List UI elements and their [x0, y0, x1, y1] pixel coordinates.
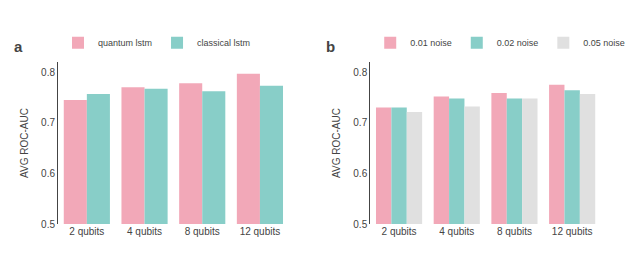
- svg-text:classical lstm: classical lstm: [197, 38, 250, 48]
- svg-text:4 qubits: 4 qubits: [439, 226, 474, 237]
- svg-text:12 qubits: 12 qubits: [240, 226, 281, 237]
- svg-text:0.8: 0.8: [353, 67, 367, 78]
- svg-text:0.6: 0.6: [353, 168, 367, 179]
- svg-text:4 qubits: 4 qubits: [127, 226, 162, 237]
- svg-text:quantum lstm: quantum lstm: [98, 38, 152, 48]
- svg-text:0.7: 0.7: [41, 117, 55, 128]
- svg-text:0.5: 0.5: [41, 219, 55, 230]
- svg-text:2 qubits: 2 qubits: [69, 226, 104, 237]
- svg-text:0.01 noise: 0.01 noise: [410, 38, 452, 48]
- svg-text:2 qubits: 2 qubits: [382, 226, 417, 237]
- svg-text:0.7: 0.7: [353, 117, 367, 128]
- svg-text:b: b: [326, 38, 335, 55]
- svg-text:0.05 noise: 0.05 noise: [583, 38, 625, 48]
- svg-text:0.8: 0.8: [41, 67, 55, 78]
- svg-text:0.6: 0.6: [41, 168, 55, 179]
- svg-text:AVG ROC-AUC: AVG ROC-AUC: [331, 108, 342, 178]
- svg-text:0.5: 0.5: [353, 219, 367, 230]
- svg-text:8 qubits: 8 qubits: [497, 226, 532, 237]
- svg-text:12 qubits: 12 qubits: [552, 226, 593, 237]
- svg-text:AVG ROC-AUC: AVG ROC-AUC: [19, 108, 30, 178]
- svg-text:8 qubits: 8 qubits: [185, 226, 220, 237]
- svg-text:0.02 noise: 0.02 noise: [497, 38, 539, 48]
- svg-text:a: a: [14, 38, 23, 55]
